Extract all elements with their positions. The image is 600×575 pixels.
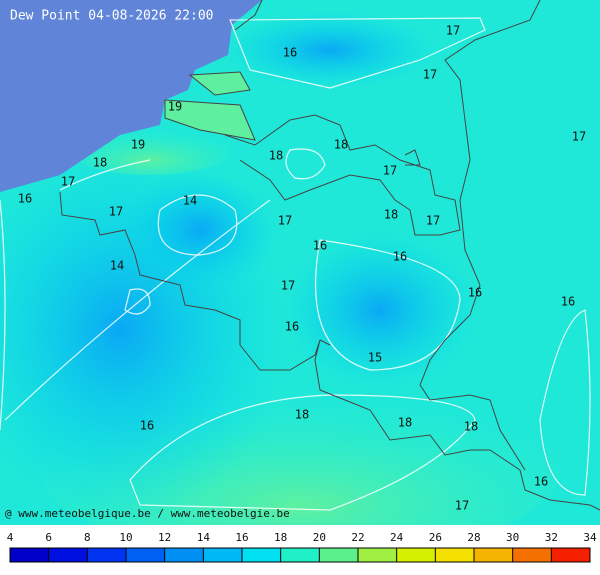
- contour-label: 16: [285, 320, 299, 334]
- colorbar-tick-label: 14: [197, 531, 211, 544]
- colorbar-tick-label: 8: [84, 531, 91, 544]
- contour-label: 18: [398, 416, 412, 430]
- contour-label: 17: [109, 205, 123, 219]
- border: [319, 149, 421, 346]
- colorbar-tick-label: 34: [583, 531, 597, 544]
- map-title: Dew Point 04-08-2026 22:00: [10, 9, 214, 24]
- contour-label: 16: [283, 46, 297, 60]
- contour-label: 18: [295, 408, 309, 422]
- colorbar-tick-label: 12: [158, 531, 171, 544]
- colorbar-tick-label: 18: [274, 531, 287, 544]
- colorbar-segment: [164, 548, 204, 562]
- contour-label: 18: [464, 420, 478, 434]
- contour-label: 17: [572, 130, 586, 144]
- contour-label: 17: [446, 24, 460, 38]
- contour-label: 18: [334, 138, 348, 152]
- colorbar-segment: [435, 548, 474, 562]
- contour: [157, 194, 238, 256]
- contour-label: 17: [281, 279, 295, 293]
- contour-label: 19: [131, 138, 145, 152]
- colorbar-segment: [126, 548, 165, 562]
- shade: [220, 10, 440, 90]
- contour: [314, 239, 461, 371]
- colorbar-segment: [10, 548, 49, 562]
- colorbar-tick-label: 4: [7, 531, 14, 544]
- colorbar-segment: [203, 548, 242, 562]
- colorbar-tick-label: 32: [545, 531, 558, 544]
- contour-label: 16: [140, 419, 154, 433]
- border: [224, 114, 461, 236]
- colorbar-segment: [87, 548, 126, 562]
- contour-label: 17: [455, 499, 469, 513]
- colorbar-tick-label: 24: [390, 531, 404, 544]
- contour-label: 16: [18, 192, 32, 206]
- contour-label: 18: [384, 208, 398, 222]
- contour-label: 17: [383, 164, 397, 178]
- border: [234, 0, 541, 471]
- colorbar-tick-label: 22: [351, 531, 364, 544]
- colorbar-tick-label: 30: [506, 531, 519, 544]
- contour-label: 18: [269, 149, 283, 163]
- contour-label: 17: [61, 175, 75, 189]
- contour-label: 18: [93, 156, 107, 170]
- contour: [129, 394, 476, 511]
- contour-label: 16: [393, 250, 407, 264]
- contour-label: 14: [183, 194, 197, 208]
- colorbar-segment: [512, 548, 552, 562]
- contour: [0, 159, 271, 431]
- contour-label: 16: [561, 295, 575, 309]
- contour-label: 16: [313, 239, 327, 253]
- contour-label: 17: [426, 214, 440, 228]
- colorbar-tick-label: 26: [429, 531, 442, 544]
- colorbar-segment: [396, 548, 436, 562]
- contour: [285, 148, 326, 180]
- contour-label: 16: [468, 286, 482, 300]
- colorbar-segment: [48, 548, 88, 562]
- shade: [280, 230, 480, 390]
- contour: [539, 309, 591, 496]
- shade: [120, 170, 280, 290]
- contour-label: 17: [423, 68, 437, 82]
- colorbar-segment: [358, 548, 397, 562]
- colorbar-tick-label: 16: [235, 531, 248, 544]
- colorbar-tick-label: 28: [467, 531, 480, 544]
- contour-label: 19: [168, 100, 182, 114]
- contour-label: 17: [278, 214, 292, 228]
- islands: [164, 71, 256, 141]
- contour: [124, 288, 151, 315]
- colorbar-tick-label: 20: [313, 531, 326, 544]
- colorbar-segment: [280, 548, 320, 562]
- colorbar-segment: [319, 548, 358, 562]
- contour-label: 14: [110, 259, 124, 273]
- colorbar-segment: [551, 548, 590, 562]
- contour-label: 15: [368, 351, 382, 365]
- credit: @ www.meteobelgique.be / www.meteobelgie…: [5, 507, 290, 520]
- colorbar-segment: [242, 548, 281, 562]
- colorbar-segment: [474, 548, 513, 562]
- colorbar-tick-label: 10: [119, 531, 132, 544]
- sea: [0, 0, 262, 192]
- contour: [229, 17, 486, 89]
- contour-label: 16: [534, 475, 548, 489]
- colorbar-tick-label: 6: [45, 531, 52, 544]
- border: [59, 191, 600, 511]
